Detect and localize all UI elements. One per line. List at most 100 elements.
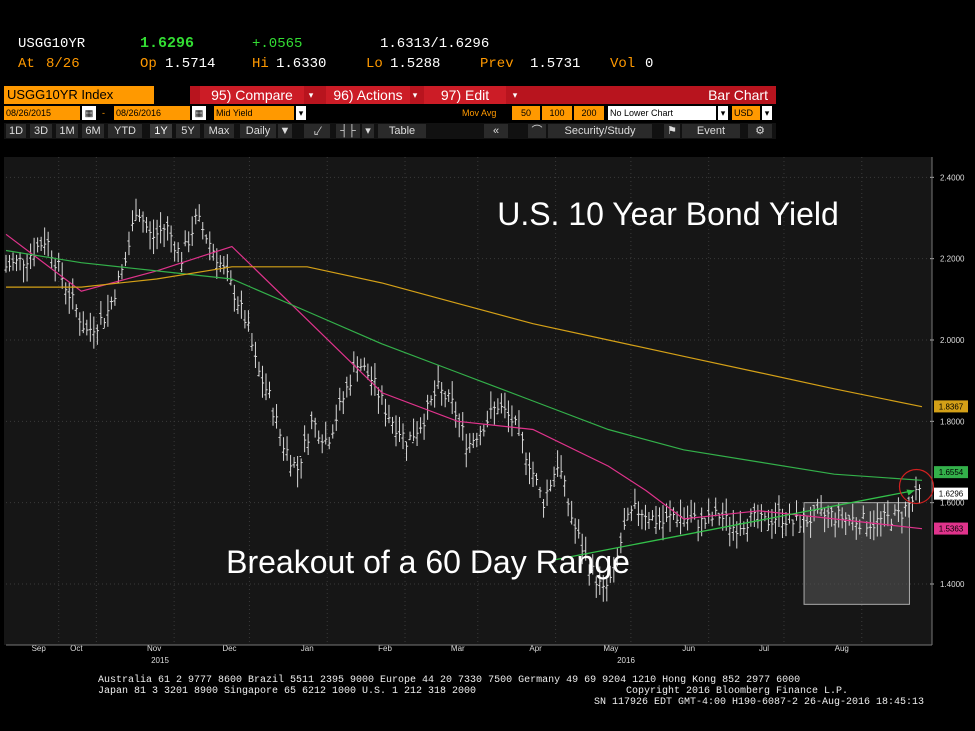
price-field-dropdown-icon[interactable]: ▾ [296, 106, 306, 120]
price-bar [144, 216, 149, 233]
collapse-icon[interactable]: « [484, 124, 508, 138]
price-bar [394, 415, 398, 447]
edit-button[interactable]: 97) Edit [424, 86, 506, 104]
period-max-button[interactable]: Max [204, 124, 234, 138]
end-date-field[interactable]: 08/26/2016 [114, 106, 190, 120]
period-6m-button[interactable]: 6M [82, 124, 104, 138]
mov-avg-100-field[interactable]: 100 [542, 106, 572, 120]
price-bar [299, 455, 303, 479]
price-bar [531, 461, 535, 488]
price-field-select[interactable]: Mid Yield [214, 106, 294, 120]
security-index-field[interactable]: USGG10YR Index [4, 86, 154, 104]
y-tick-label: 2.0000 [940, 336, 965, 345]
price-bar [306, 433, 310, 455]
start-calendar-icon[interactable]: ▦ [82, 106, 96, 120]
period-1d-button[interactable]: 1D [6, 124, 26, 138]
lower-chart-select[interactable]: No Lower Chart [608, 106, 716, 120]
settings-gear-icon[interactable]: ⚙ [748, 124, 772, 138]
price-bar [14, 254, 19, 272]
event-flag-icon[interactable]: ⚑ [664, 124, 680, 138]
frequency-dropdown-icon[interactable]: ▼ [278, 124, 292, 138]
price-bar [563, 475, 567, 497]
price-bar [43, 227, 47, 255]
period-5y-button[interactable]: 5Y [176, 124, 200, 138]
price-bar [99, 301, 103, 325]
price-bar [605, 578, 609, 602]
period-1y-button[interactable]: 1Y [150, 124, 172, 138]
x-tick-label: Aug [835, 644, 849, 653]
mov-avg-200-field[interactable]: 200 [574, 106, 604, 120]
actions-dropdown-icon[interactable]: ▾ [410, 86, 420, 104]
chart-type-dropdown-icon[interactable]: ▾ [362, 124, 374, 138]
period-toolbar: 1D 3D 1M 6M YTD 1Y 5Y Max Daily ▼ ⌞⁄ ┤├ … [4, 123, 776, 139]
price-bar [577, 519, 581, 539]
price-bar [520, 431, 525, 454]
security-study-button[interactable]: Security/Study [548, 124, 652, 138]
security-study-icon[interactable]: ⌒ [528, 124, 546, 138]
price-bar [896, 497, 901, 523]
price-bar [331, 424, 335, 439]
period-ytd-button[interactable]: YTD [108, 124, 142, 138]
y-marker-box [934, 522, 968, 535]
high-value: 1.6330 [276, 56, 327, 72]
lower-chart-dropdown-icon[interactable]: ▾ [718, 106, 728, 120]
price-bar [661, 505, 665, 541]
price-bar [64, 282, 68, 305]
price-bar [264, 373, 268, 401]
event-button[interactable]: Event [682, 124, 740, 138]
price-bar [246, 310, 251, 332]
currency-dropdown-icon[interactable]: ▾ [762, 106, 772, 120]
price-bar [320, 434, 324, 454]
period-3d-button[interactable]: 3D [30, 124, 52, 138]
price-bar [338, 387, 342, 411]
high-label: Hi [252, 56, 269, 72]
start-date-field[interactable]: 08/26/2015 [4, 106, 80, 120]
edit-dropdown-icon[interactable]: ▾ [508, 86, 522, 104]
y-marker-label: 1.6554 [939, 468, 964, 477]
price-bar [865, 521, 869, 537]
mov-avg-50-field[interactable]: 50 [512, 106, 540, 120]
end-calendar-icon[interactable]: ▦ [192, 106, 206, 120]
compare-button[interactable]: 95) Compare [200, 86, 304, 104]
price-bar [313, 417, 317, 438]
period-1m-button[interactable]: 1M [56, 124, 78, 138]
moving-average-200-line [6, 266, 923, 408]
y-markers: 1.8367 1.6554 1.6296 1.5363 [934, 400, 968, 535]
price-bar [373, 363, 377, 396]
currency-select[interactable]: USD [732, 106, 760, 120]
price-bar [830, 506, 834, 527]
trend-group [553, 468, 935, 561]
price-bar [861, 505, 865, 520]
compare-dropdown-icon[interactable]: ▾ [304, 86, 318, 104]
y-tick-label: 1.8000 [940, 417, 965, 426]
price-bar [503, 392, 507, 419]
price-bar [260, 365, 265, 398]
x-tick-label: Dec [222, 644, 236, 653]
range-box-group [803, 502, 910, 605]
price-bar [383, 398, 388, 427]
price-bar [426, 394, 430, 420]
price-bar [556, 450, 560, 477]
footer-line-2b: Copyright 2016 Bloomberg Finance L.P. [626, 686, 849, 697]
line-chart-icon[interactable]: ⌞⁄ [304, 124, 330, 138]
price-bar [401, 423, 405, 450]
actions-button[interactable]: 96) Actions [326, 86, 410, 104]
price-bar [78, 312, 82, 336]
price-bar [151, 219, 156, 255]
price-bar [208, 231, 212, 261]
price-bar [81, 311, 85, 334]
price-bar [489, 391, 493, 419]
price-bar [538, 486, 542, 498]
price-bar [759, 504, 763, 532]
price-bar [134, 198, 138, 222]
price-bar [46, 231, 50, 257]
x-tick-label: Mar [451, 644, 465, 653]
footer-line-2a: Japan 81 3 3201 8900 Singapore 65 6212 1… [98, 686, 477, 697]
table-button[interactable]: Table [378, 124, 426, 138]
price-bar [573, 518, 577, 544]
frequency-select[interactable]: Daily [240, 124, 276, 138]
price-bar [239, 290, 243, 319]
price-bar [443, 391, 447, 408]
bar-chart-icon[interactable]: ┤├ [336, 124, 360, 138]
price-bar [510, 405, 514, 437]
